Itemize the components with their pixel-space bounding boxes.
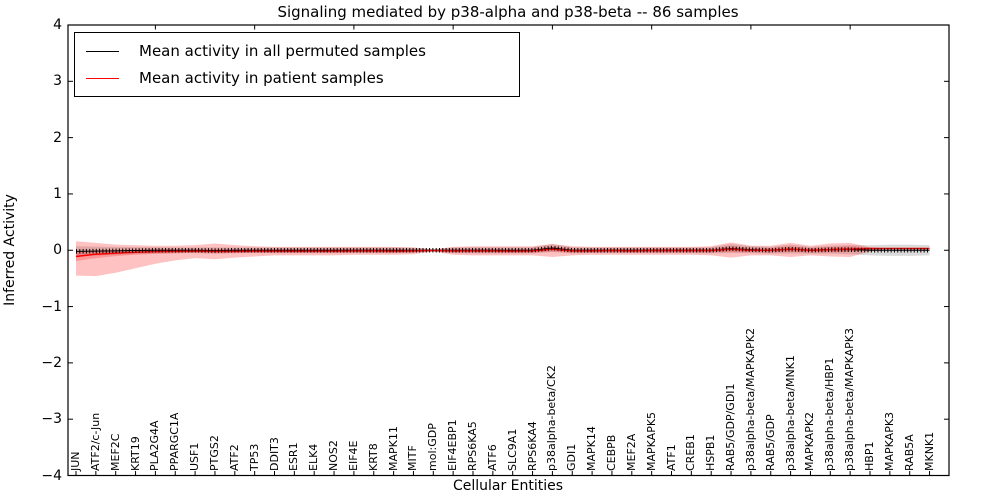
x-tick-label: NOS2 — [327, 440, 341, 471]
x-tick-label: HSPB1 — [704, 434, 718, 471]
x-tick-label: RAB5A — [902, 434, 916, 471]
x-tick-label: EIF4E — [346, 440, 360, 471]
x-tick-label: ATF2/c-Jun — [88, 412, 102, 471]
x-tick-label: RPS6KA5 — [466, 421, 479, 471]
x-tick-label: ESR1 — [287, 442, 301, 471]
x-tick-label: MAPKAPK2 — [803, 411, 817, 471]
x-tick-label: ATF6 — [485, 444, 499, 471]
x-tick-label: GDI1 — [565, 443, 579, 471]
x-tick-label: ATF2 — [227, 444, 241, 471]
y-tick-label: −4 — [41, 467, 62, 484]
y-tick-label: −1 — [41, 298, 62, 315]
x-tick-label: PPARGC1A — [168, 412, 182, 471]
x-tick-label: TP53 — [247, 443, 261, 471]
x-tick-label: MKNK1 — [922, 431, 936, 471]
x-tick-label: p38alpha-beta/CK2 — [545, 365, 559, 471]
legend-label-patient: Mean activity in patient samples — [139, 69, 384, 87]
band-patient-sample-range-outer — [76, 241, 930, 277]
x-tick-label: JUN — [69, 451, 82, 471]
x-tick-label: PTGS2 — [207, 435, 221, 471]
y-tick-label: 1 — [53, 185, 62, 202]
x-tick-label: p38alpha-beta/MAPKAPK2 — [743, 328, 757, 471]
x-tick-label: CREB1 — [684, 434, 698, 471]
legend-line-sample-permuted — [86, 50, 119, 52]
legend: Mean activity in all permuted samples Me… — [74, 32, 520, 97]
x-tick-label: HBP1 — [863, 441, 876, 471]
legend-item-permuted: Mean activity in all permuted samples — [86, 42, 519, 60]
y-tick-label: 3 — [53, 73, 62, 90]
x-tick-label: SLC9A1 — [505, 428, 519, 471]
x-tick-label: MEF2A — [624, 433, 638, 471]
x-tick-label: ELK4 — [307, 443, 321, 471]
x-tick-label: RAB5/GDP/GDI1 — [724, 383, 738, 471]
line-permuted-markers — [75, 245, 930, 254]
x-tick-label: p38alpha-beta/MAPKAPK3 — [843, 328, 857, 471]
x-tick-label: KRT8 — [366, 443, 380, 471]
x-tick-label: ATF1 — [664, 444, 678, 471]
x-axis-label: Cellular Entities — [452, 478, 564, 494]
x-tick-label: EIF4EBP1 — [446, 419, 460, 471]
x-tick-label: mol:GDP — [426, 423, 440, 471]
x-tick-label: MEF2C — [108, 433, 122, 471]
x-tick-label: p38alpha-beta/HBP1 — [823, 357, 837, 471]
x-tick-label: MITF — [406, 445, 420, 471]
y-tick-label: 2 — [53, 129, 62, 146]
x-tick-label: p38alpha-beta/MNK1 — [783, 355, 797, 471]
x-tick-label: MAPKAPK3 — [882, 411, 896, 471]
x-tick-label: KRT19 — [128, 436, 142, 471]
x-tick-label: USF1 — [188, 442, 202, 471]
y-tick-label: 0 — [53, 242, 62, 259]
x-tick-label: RPS6KA4 — [525, 421, 539, 471]
x-tick-label: MAPKAPK5 — [644, 411, 658, 471]
x-tick-label: RAB5/GDP — [763, 414, 777, 471]
chart-title: Signaling mediated by p38-alpha and p38-… — [277, 3, 739, 21]
x-tick-label: PLA2G4A — [148, 420, 162, 471]
x-tick-label: CEBPB — [604, 434, 618, 471]
y-tick-label: 4 — [53, 17, 62, 33]
x-tick-label: DDIT3 — [267, 437, 281, 471]
x-tick-label: MAPK14 — [585, 426, 599, 471]
x-tick-label: MAPK11 — [386, 426, 400, 471]
legend-line-sample-patient — [86, 77, 119, 79]
y-tick-label: −2 — [41, 354, 62, 371]
legend-item-patient: Mean activity in patient samples — [86, 69, 519, 87]
legend-label-permuted: Mean activity in all permuted samples — [139, 42, 426, 60]
y-tick-label: −3 — [41, 411, 62, 428]
